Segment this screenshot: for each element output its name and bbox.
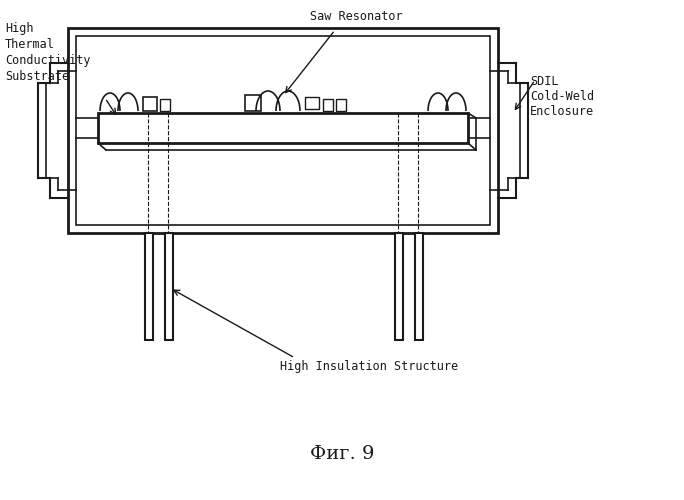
Bar (165, 233, 173, 340)
Bar (143, 97, 157, 111)
Bar (395, 233, 403, 340)
Text: High Insulation Structure: High Insulation Structure (280, 360, 458, 373)
Bar (98, 113, 468, 143)
Bar (145, 233, 153, 340)
Bar (323, 99, 333, 111)
Bar (76, 36, 490, 225)
Bar (336, 99, 346, 111)
Bar (305, 97, 319, 109)
Bar (160, 99, 170, 111)
Bar (68, 28, 498, 233)
Text: High
Thermal
Conductivity
Substrate: High Thermal Conductivity Substrate (5, 22, 90, 83)
Bar (415, 233, 423, 340)
Text: Фиг. 9: Фиг. 9 (310, 445, 374, 463)
Text: SDIL
Cold-Weld
Enclosure: SDIL Cold-Weld Enclosure (530, 75, 594, 118)
Text: Saw Resonator: Saw Resonator (310, 10, 403, 23)
Bar (245, 95, 261, 111)
